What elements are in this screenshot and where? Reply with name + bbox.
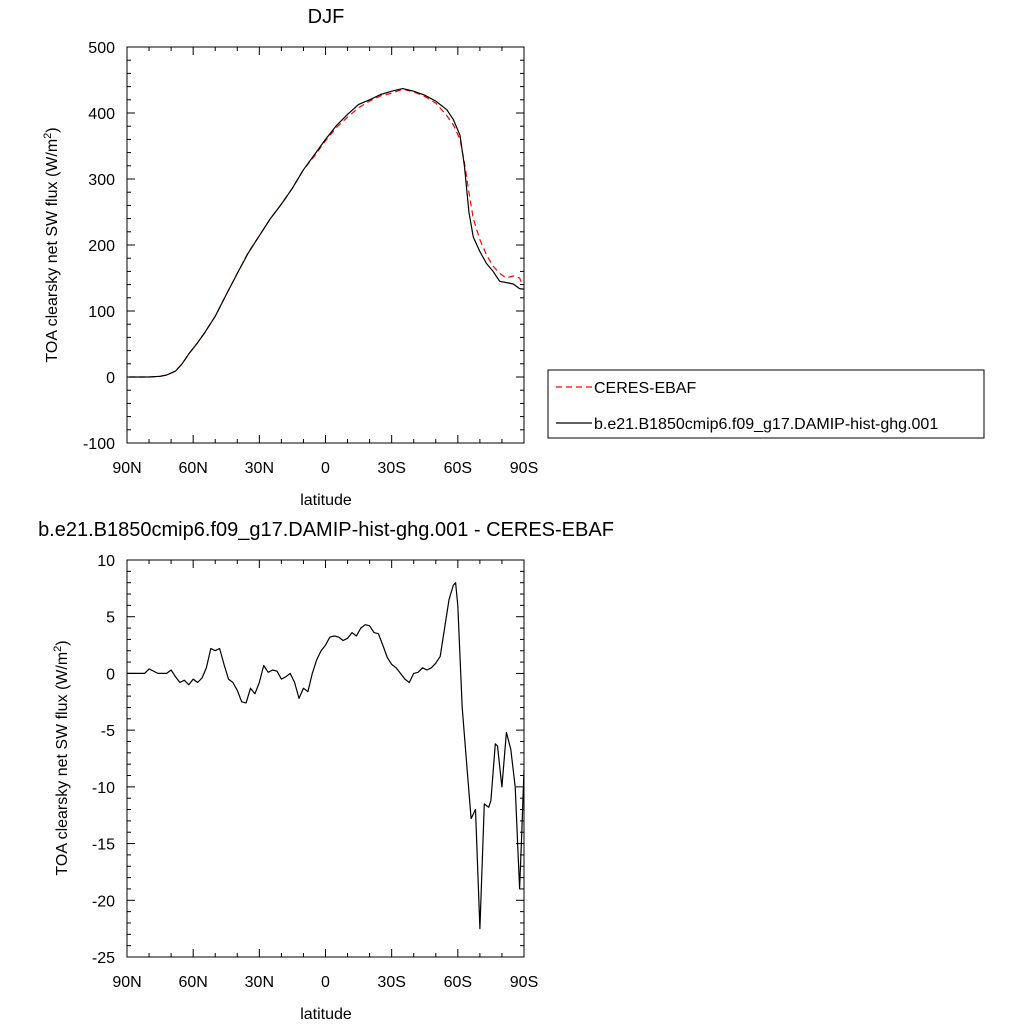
bottom-x-tick-label: 60N (178, 974, 207, 991)
top-x-tick-label: 90N (112, 460, 141, 477)
bottom-y-tick-label: 0 (106, 666, 115, 683)
bottom-x-tick-label: 90S (510, 974, 538, 991)
bottom-series-line-0 (127, 582, 525, 930)
top-y-tick-label: 500 (88, 40, 115, 57)
bottom-y-tick-label: 10 (97, 553, 115, 570)
bottom-x-tick-label: 30S (377, 974, 405, 991)
legend: CERES-EBAF b.e21.B1850cmip6.f09_g17.DAMI… (547, 369, 985, 439)
top-y-axis-label: TOA clearsky net SW flux (W/m2) (42, 127, 61, 362)
bottom-y-tick-label: -5 (101, 723, 115, 740)
bottom-x-tick-label: 90N (112, 974, 141, 991)
top-x-tick-label: 60N (178, 460, 207, 477)
top-y-tick-label: -100 (83, 436, 115, 453)
bottom-y-axis-label: TOA clearsky net SW flux (W/m2) (52, 640, 71, 875)
top-series-line-0 (129, 88, 524, 378)
top-y-tick-label: 200 (88, 238, 115, 255)
top-x-tick-label: 30N (245, 460, 274, 477)
top-x-axis-label: latitude (300, 492, 352, 509)
top-x-tick-label: 60S (444, 460, 472, 477)
bottom-y-tick-label: -20 (92, 893, 115, 910)
bottom-y-tick-label: -15 (92, 837, 115, 854)
bottom-panel: b.e21.B1850cmip6.f09_g17.DAMIP-hist-ghg.… (38, 519, 614, 1023)
bottom-x-tick-label: 30N (245, 974, 274, 991)
top-plot-frame (126, 46, 525, 444)
top-series-line-1 (129, 88, 525, 378)
bottom-chart-title: b.e21.B1850cmip6.f09_g17.DAMIP-hist-ghg.… (38, 519, 614, 541)
bottom-plot-frame (126, 559, 525, 958)
top-x-tick-label: 90S (510, 460, 538, 477)
bottom-y-tick-label: 5 (106, 610, 115, 627)
top-x-tick-label: 0 (321, 460, 330, 477)
top-y-tick-label: 100 (88, 304, 115, 321)
bottom-y-tick-label: -25 (92, 950, 115, 967)
bottom-x-axis-label: latitude (300, 1006, 352, 1023)
top-y-tick-label: 300 (88, 172, 115, 189)
legend-label-model: b.e21.B1850cmip6.f09_g17.DAMIP-hist-ghg.… (594, 416, 938, 433)
bottom-x-tick-label: 0 (321, 974, 330, 991)
bottom-x-tick-label: 60S (444, 974, 472, 991)
top-chart-title: DJF (308, 6, 345, 28)
top-x-tick-label: 30S (377, 460, 405, 477)
top-panel: DJF 90N 60N 30N 0 30S 60S 90S -100 0 100 200 300 400… (42, 6, 985, 509)
legend-label-ceres: CERES-EBAF (594, 380, 696, 397)
top-y-tick-label: 0 (106, 370, 115, 387)
legend-box (547, 369, 985, 439)
top-y-tick-label: 400 (88, 106, 115, 123)
bottom-y-tick-label: -10 (92, 780, 115, 797)
